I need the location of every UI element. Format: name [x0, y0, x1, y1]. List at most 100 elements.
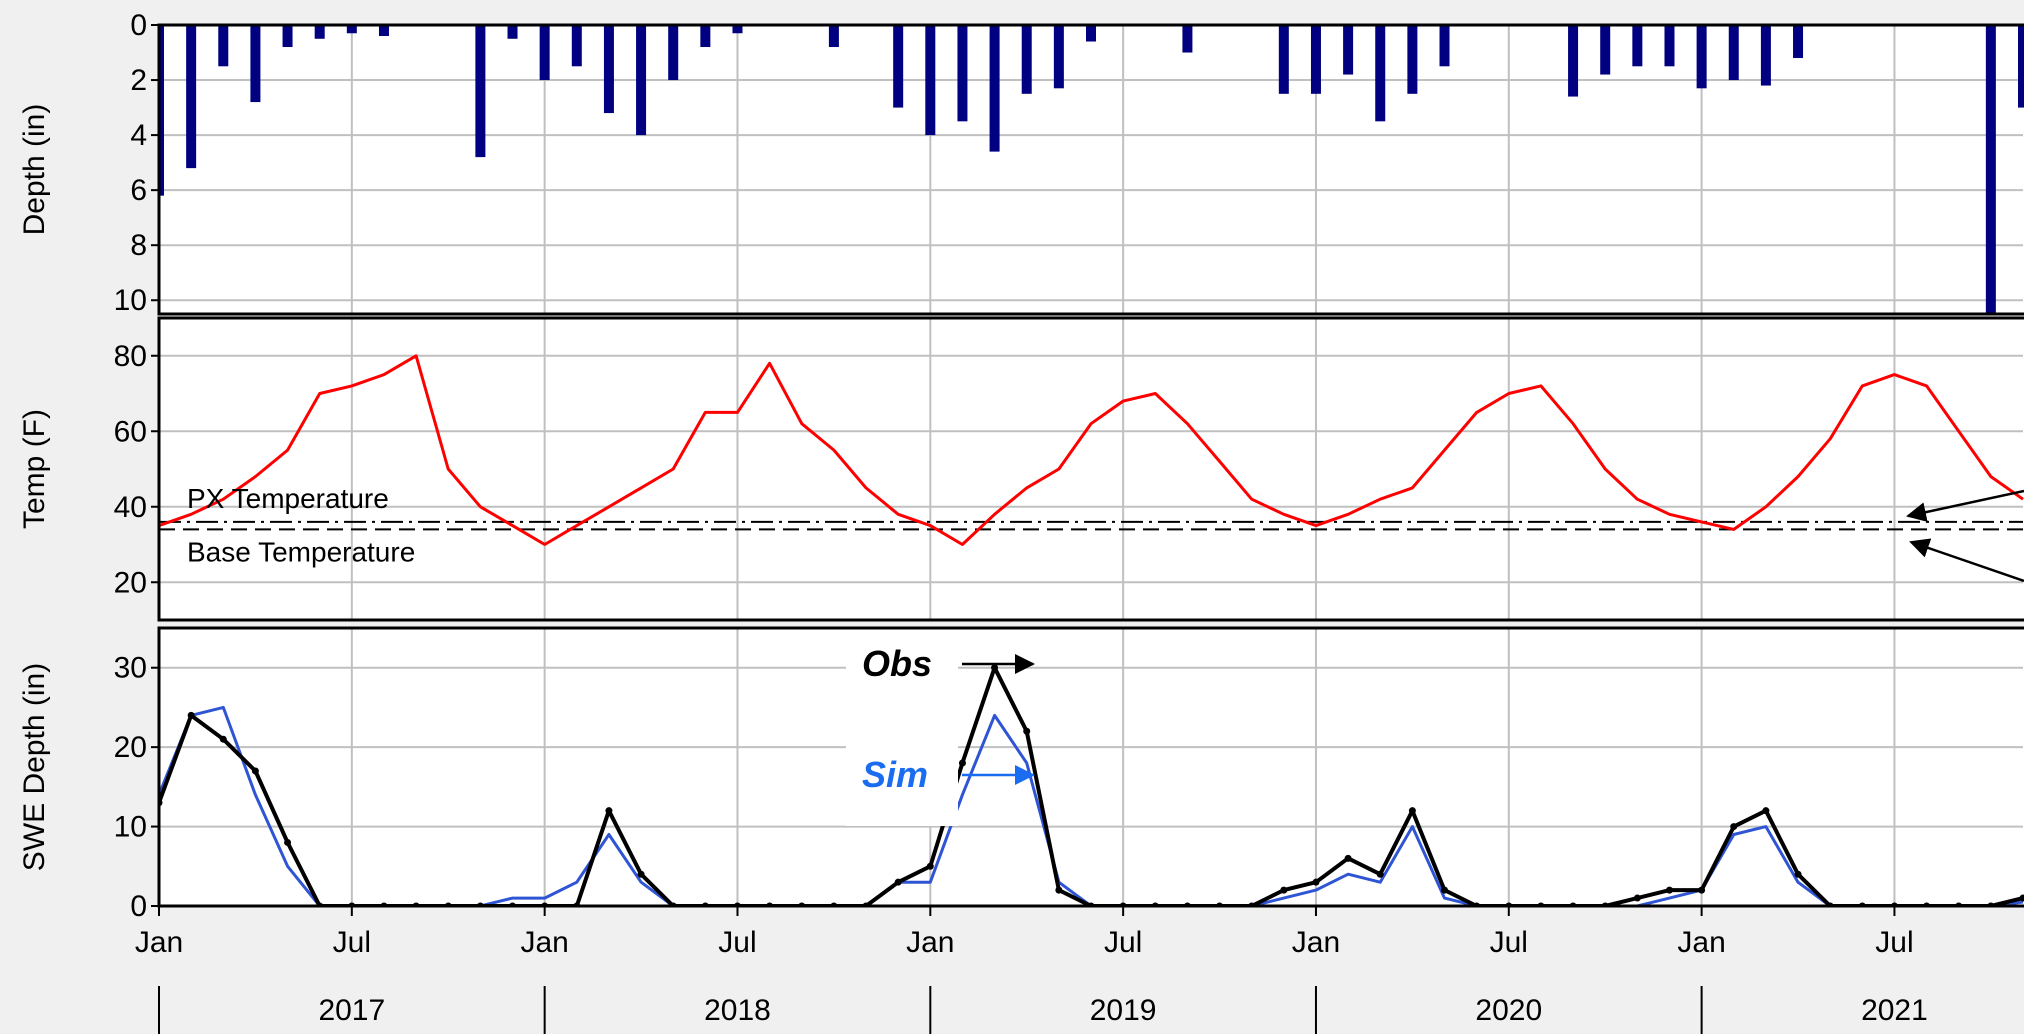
bar — [668, 25, 679, 81]
plot — [159, 25, 2024, 314]
plot-area — [159, 25, 2024, 314]
bar — [159, 25, 164, 196]
bar — [893, 25, 904, 108]
bar — [1343, 25, 1354, 75]
obs-marker — [1023, 727, 1031, 735]
x-tick-label: Jul — [1104, 926, 1142, 959]
y-tick-label: 2 — [130, 64, 147, 97]
year-label: 2020 — [1475, 994, 1542, 1027]
obs-marker — [1794, 870, 1802, 878]
bar — [1375, 25, 1386, 122]
bar — [378, 25, 389, 37]
bar — [1086, 25, 1096, 42]
obs-marker — [187, 711, 195, 719]
bar — [700, 25, 711, 48]
plot-frame — [157, 626, 2024, 908]
year-label: 2019 — [1090, 994, 1157, 1027]
bar — [1182, 25, 1193, 53]
bar — [925, 25, 936, 136]
x-tick-label: Jan — [520, 926, 568, 959]
x-tick-label: Jan — [135, 926, 183, 959]
legend-label: Obs — [862, 643, 932, 684]
bar — [1728, 25, 1739, 81]
obs-marker — [1312, 878, 1320, 886]
obs-marker — [219, 735, 227, 743]
y-tick-label: 30 — [114, 652, 147, 685]
obs-marker — [926, 862, 934, 870]
obs-marker — [958, 759, 966, 767]
obs-marker — [1730, 823, 1738, 831]
bar — [507, 25, 518, 39]
obs-marker — [1344, 854, 1352, 862]
obs-marker — [1633, 894, 1641, 902]
bar — [957, 25, 968, 122]
bar — [1985, 25, 1996, 314]
x-tick-label: Jan — [906, 926, 954, 959]
y-axis-title: Temp (F) — [18, 409, 51, 529]
bar — [1021, 25, 1032, 94]
bar — [732, 25, 743, 34]
annotation-arrow — [1906, 489, 2024, 522]
bar — [346, 25, 357, 34]
obs-marker — [284, 838, 292, 846]
obs-marker — [1376, 870, 1384, 878]
series-line — [159, 354, 2024, 546]
bar — [1310, 25, 1321, 94]
bar — [1053, 25, 1064, 89]
y-tick-label: 80 — [114, 340, 147, 373]
plot-area — [159, 318, 2024, 620]
obs-marker — [1408, 807, 1416, 815]
obs-marker — [251, 767, 259, 775]
y-tick-label: 40 — [114, 491, 147, 524]
plot-frame — [157, 23, 2024, 316]
obs-marker — [991, 664, 999, 672]
bar — [1568, 25, 1579, 97]
bar — [1760, 25, 1771, 86]
obs-marker — [2019, 894, 2024, 902]
bar — [636, 25, 647, 136]
obs-marker — [637, 870, 645, 878]
y-tick-label: 8 — [130, 229, 147, 262]
obs-marker — [1665, 886, 1673, 894]
y-axis-title: SWE Depth (in) — [18, 663, 51, 871]
legend-box — [846, 629, 958, 826]
bar — [603, 25, 614, 114]
obs-marker — [894, 878, 902, 886]
legend-label: Sim — [862, 754, 928, 795]
bar — [1600, 25, 1611, 75]
obs-marker — [1055, 886, 1063, 894]
obs-marker — [1441, 886, 1449, 894]
obs-marker — [1762, 807, 1770, 815]
bar — [1664, 25, 1675, 67]
year-label: 2017 — [318, 994, 385, 1027]
bar — [250, 25, 261, 103]
year-label: 2021 — [1861, 994, 1928, 1027]
x-tick-label: Jul — [1875, 926, 1913, 959]
bar — [989, 25, 1000, 152]
bar — [1696, 25, 1707, 89]
x-tick-label: Jul — [333, 926, 371, 959]
year-label: 2018 — [704, 994, 771, 1027]
y-tick-label: 0 — [130, 9, 147, 42]
obs-marker — [1280, 886, 1288, 894]
bar — [475, 25, 486, 158]
threshold-label: Base Temperature — [187, 536, 415, 567]
x-tick-label: Jan — [1677, 926, 1725, 959]
x-tick-label: Jul — [718, 926, 756, 959]
y-axis-title: Depth (in) — [18, 104, 51, 236]
bar — [314, 25, 325, 39]
y-tick-label: 4 — [130, 119, 147, 152]
annotation-arrow — [1909, 538, 2024, 583]
obs-marker — [605, 807, 613, 815]
y-tick-label: 10 — [114, 811, 147, 844]
bar — [1632, 25, 1643, 67]
y-tick-label: 20 — [114, 566, 147, 599]
y-tick-label: 60 — [114, 415, 147, 448]
bar — [218, 25, 229, 67]
bar — [1407, 25, 1418, 94]
y-tick-label: 6 — [130, 174, 147, 207]
plot — [159, 628, 2024, 906]
y-tick-label: 10 — [114, 284, 147, 317]
